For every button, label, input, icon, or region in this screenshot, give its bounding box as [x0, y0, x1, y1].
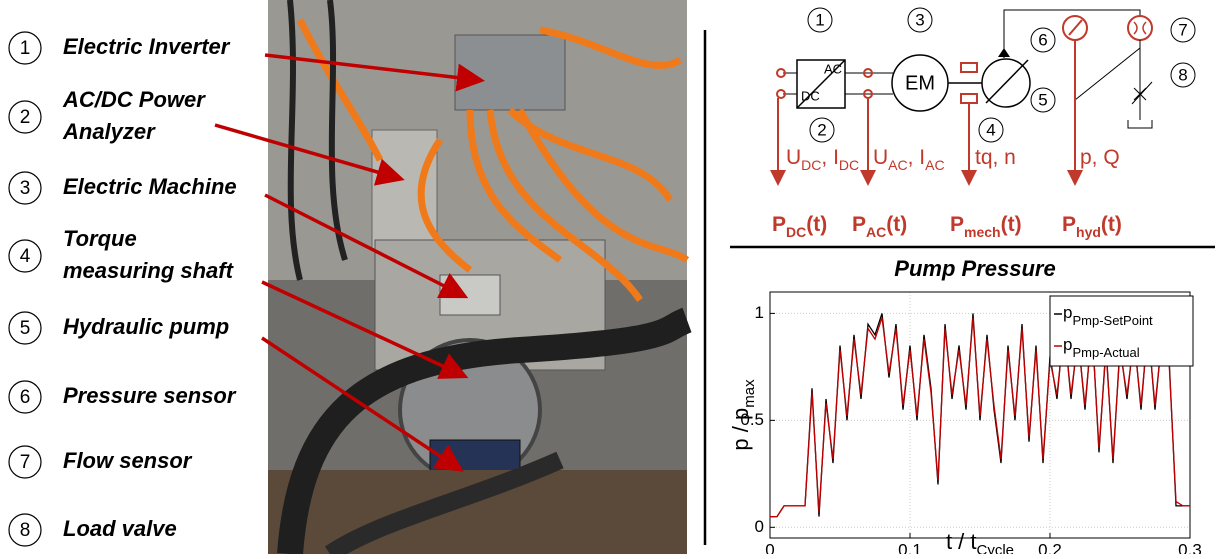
item-number: 8 — [20, 520, 31, 541]
item-label: Analyzer — [62, 119, 156, 144]
text-part: p — [1063, 335, 1072, 354]
text-part: , I — [908, 146, 926, 169]
item-label: Electric Inverter — [63, 34, 231, 59]
text-part: (t) — [806, 213, 827, 236]
item-label: Torque — [63, 226, 137, 251]
text-part: P — [772, 213, 786, 236]
text-part: Cycle — [977, 542, 1015, 554]
y-tick-label: 0 — [755, 517, 764, 536]
text-part: AC — [888, 157, 907, 173]
marker-number: 7 — [1178, 20, 1187, 39]
text-part: Pmp-SetPoint — [1072, 313, 1153, 328]
signal-label: UDC, IDC — [786, 146, 859, 173]
x-tick-label: 0.3 — [1178, 540, 1202, 554]
marker-number: 1 — [815, 10, 824, 29]
text-part: DC — [786, 224, 806, 240]
text-part: U — [786, 146, 801, 169]
inverter-label: AC — [824, 61, 842, 76]
page: { "legend": { "items": [ {"number": "1",… — [0, 0, 1225, 554]
text-part: DC — [839, 157, 859, 173]
item-label: Hydraulic pump — [63, 314, 229, 339]
item-label: AC/DC Power — [62, 87, 206, 112]
marker-number: 6 — [1038, 30, 1047, 49]
item-number: 6 — [20, 387, 31, 408]
figure: 1 Electric Inverter 2 AC/DC Power Analyzer 3 E… — [0, 0, 1225, 554]
chart-title: Pump Pressure — [894, 256, 1055, 281]
text-part: P — [852, 213, 866, 236]
text-part: , I — [821, 146, 839, 169]
text-part: P — [1062, 213, 1076, 236]
text-part: AC — [866, 224, 886, 240]
machine-label: EM — [905, 72, 935, 94]
text-part: hyd — [1076, 224, 1101, 240]
power-label: Phyd(t) — [1062, 213, 1122, 240]
inverter-label: DC — [801, 88, 820, 103]
text-part: DC — [801, 157, 821, 173]
item-label: measuring shaft — [63, 258, 235, 283]
item-number: 4 — [20, 246, 31, 267]
item-label: Load valve — [63, 516, 177, 541]
item-label: Pressure sensor — [63, 383, 237, 408]
marker-number: 3 — [915, 10, 924, 29]
text-part: t / t — [946, 529, 977, 554]
item-number: 1 — [20, 38, 31, 59]
power-label: PAC(t) — [852, 213, 907, 240]
text-part: max — [741, 379, 758, 408]
x-tick-label: 0.1 — [898, 540, 922, 554]
y-tick-label: 1 — [755, 303, 764, 322]
text-part: U — [873, 146, 888, 169]
item-label: Flow sensor — [63, 448, 193, 473]
marker-number: 8 — [1178, 65, 1187, 84]
marker-number: 4 — [986, 120, 995, 139]
signal-label: UAC, IAC — [873, 146, 945, 173]
text-part: (t) — [1101, 213, 1122, 236]
x-tick-label: 0.2 — [1038, 540, 1062, 554]
signal-label: p, Q — [1080, 146, 1120, 169]
text-part: p — [1063, 303, 1072, 322]
item-number: 2 — [20, 107, 31, 128]
text-part: p / p — [728, 408, 753, 451]
photo — [268, 0, 687, 554]
signal-label: tq, n — [975, 146, 1016, 169]
marker-number: 5 — [1038, 90, 1047, 109]
x-axis-label: t / tCycle — [946, 529, 1014, 554]
text-part: (t) — [886, 213, 907, 236]
item-number: 5 — [20, 318, 31, 339]
item-label: Electric Machine — [63, 174, 237, 199]
text-part: mech — [964, 224, 1001, 240]
power-label: PDC(t) — [772, 213, 827, 240]
item-number: 3 — [20, 178, 31, 199]
marker-number: 2 — [817, 120, 826, 139]
x-tick-label: 0 — [765, 540, 774, 554]
text-part: p, Q — [1080, 146, 1120, 169]
text-part: tq, n — [975, 146, 1016, 169]
text-part: (t) — [1001, 213, 1022, 236]
text-part: AC — [925, 157, 944, 173]
text-part: Pmp-Actual — [1072, 345, 1139, 360]
item-number: 7 — [20, 452, 31, 473]
power-label: Pmech(t) — [950, 213, 1022, 240]
text-part: P — [950, 213, 964, 236]
